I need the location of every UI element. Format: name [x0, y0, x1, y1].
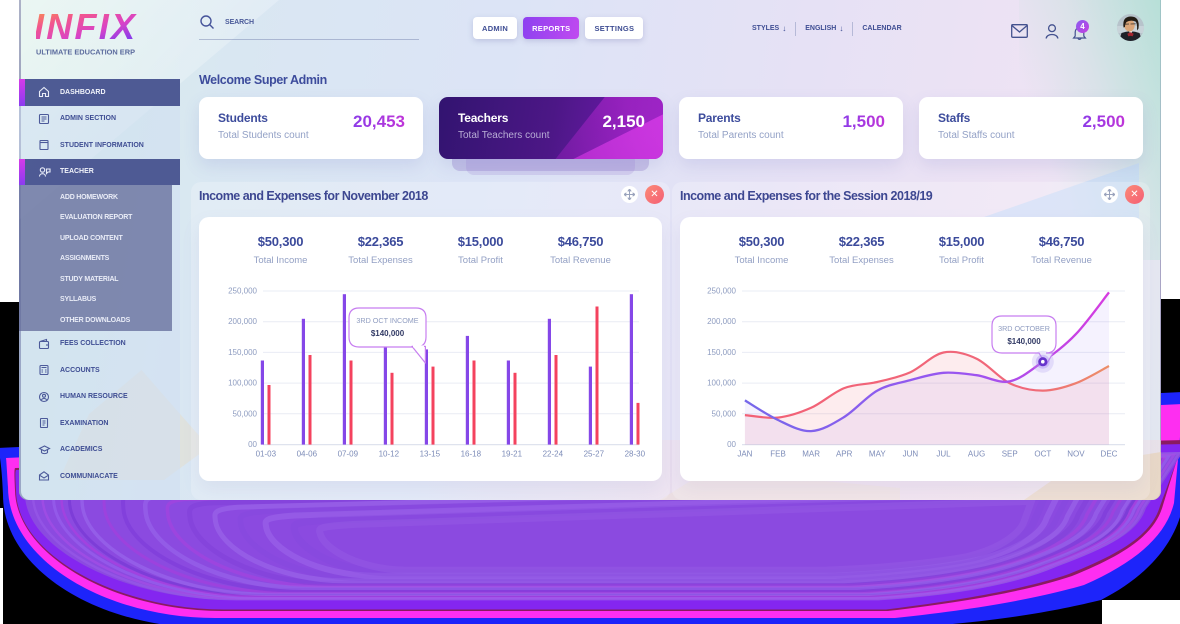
svg-text:150,000: 150,000	[228, 348, 257, 357]
svg-text:NOV: NOV	[1067, 450, 1085, 459]
svg-text:10-12: 10-12	[379, 450, 400, 459]
svg-text:150,000: 150,000	[707, 348, 736, 357]
svg-text:200,000: 200,000	[707, 317, 736, 326]
svg-text:MAR: MAR	[802, 450, 820, 459]
svg-text:FEB: FEB	[770, 450, 786, 459]
svg-text:250,000: 250,000	[228, 287, 257, 296]
svg-text:50,000: 50,000	[233, 409, 258, 418]
svg-text:JUL: JUL	[936, 450, 951, 459]
svg-text:$140,000: $140,000	[1007, 337, 1041, 346]
svg-text:SEP: SEP	[1002, 450, 1018, 459]
svg-text:OCT: OCT	[1034, 450, 1051, 459]
svg-text:3RD OCTOBER: 3RD OCTOBER	[998, 324, 1050, 333]
svg-text:MAY: MAY	[869, 450, 886, 459]
svg-text:16-18: 16-18	[461, 450, 482, 459]
svg-text:28-30: 28-30	[625, 450, 646, 459]
svg-text:APR: APR	[836, 450, 853, 459]
svg-text:$140,000: $140,000	[371, 329, 405, 338]
svg-text:AUG: AUG	[968, 450, 985, 459]
svg-text:DEC: DEC	[1101, 450, 1118, 459]
svg-text:100,000: 100,000	[707, 379, 736, 388]
svg-text:INFIX: INFIX	[36, 9, 137, 47]
svg-text:100,000: 100,000	[228, 379, 257, 388]
svg-text:JAN: JAN	[737, 450, 752, 459]
svg-text:00: 00	[248, 440, 257, 449]
svg-text:01-03: 01-03	[256, 450, 277, 459]
svg-text:3RD OCT INCOME: 3RD OCT INCOME	[356, 316, 418, 325]
svg-text:19-21: 19-21	[502, 450, 523, 459]
svg-text:ULTIMATE EDUCATION ERP: ULTIMATE EDUCATION ERP	[36, 50, 135, 57]
svg-text:JUN: JUN	[903, 450, 919, 459]
svg-text:50,000: 50,000	[712, 409, 737, 418]
svg-text:13-15: 13-15	[420, 450, 441, 459]
svg-text:25-27: 25-27	[584, 450, 605, 459]
svg-text:200,000: 200,000	[228, 317, 257, 326]
svg-text:250,000: 250,000	[707, 287, 736, 296]
svg-text:04-06: 04-06	[297, 450, 318, 459]
svg-text:07-09: 07-09	[338, 450, 359, 459]
svg-text:22-24: 22-24	[543, 450, 564, 459]
svg-text:00: 00	[727, 440, 736, 449]
